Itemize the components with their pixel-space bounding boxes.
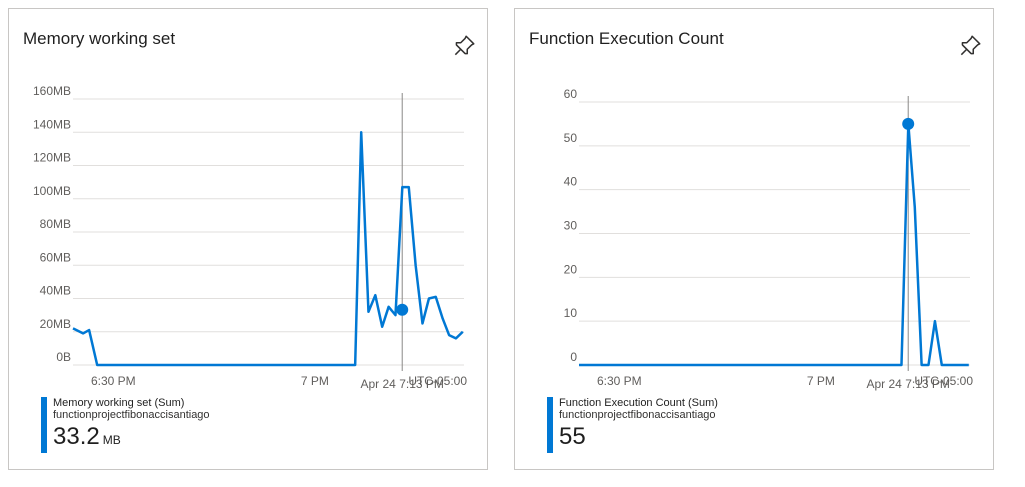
tile-title: Memory working set — [23, 29, 176, 48]
y-tick-label: 50 — [564, 131, 578, 145]
cursor-point — [902, 117, 915, 130]
pin-icon[interactable] — [957, 33, 983, 59]
legend: Memory working set (Sum) functionproject… — [41, 397, 210, 455]
legend-color-bar — [41, 397, 47, 453]
y-tick-label: 60MB — [40, 250, 71, 264]
legend-color-bar — [547, 397, 553, 453]
legend: Function Execution Count (Sum) functionp… — [547, 397, 718, 455]
y-tick-label: 0B — [56, 350, 71, 364]
function-execution-count-tile: Function Execution Count 0 10 20 30 40 50 60 6:… — [514, 8, 994, 470]
y-tick-label: 120MB — [33, 151, 71, 165]
y-tick-label: 20 — [564, 262, 578, 276]
pin-icon[interactable] — [451, 33, 477, 59]
legend-value: 33.2 — [53, 423, 100, 450]
y-tick-label: 60 — [564, 87, 578, 101]
x-tick-label: 7 PM — [807, 374, 835, 388]
series-line — [72, 131, 464, 367]
x-tick-label: 6:30 PM — [597, 374, 642, 388]
y-tick-label: 160MB — [33, 84, 71, 98]
y-tick-label: 10 — [564, 306, 578, 320]
x-tick-label: 6:30 PM — [91, 374, 136, 388]
legend-value: 55 — [559, 423, 586, 450]
series-line — [579, 122, 969, 367]
y-tick-label: 100MB — [33, 184, 71, 198]
legend-unit: MB — [102, 433, 121, 447]
tile-title: Function Execution Count — [529, 29, 724, 48]
legend-resource-name: functionprojectfibonaccisantiago — [559, 409, 716, 421]
timezone-label: UTC-05:00 — [914, 374, 973, 388]
execution-count-chart: 0 10 20 30 40 50 60 6:30 PM 7 PM Apr 24 7:13 PMUT… — [564, 87, 974, 391]
cursor-time-label: Apr 24 7:13 PM — [867, 377, 950, 391]
legend-series-name: Memory working set (Sum) — [53, 397, 185, 409]
y-tick-label: 30 — [564, 219, 578, 233]
cursor-point — [396, 303, 409, 316]
y-tick-label: 20MB — [40, 317, 71, 331]
timezone-label: UTC-05:00 — [408, 374, 467, 388]
legend-value-row: 33.2 MB — [53, 423, 210, 454]
legend-series-name: Function Execution Count (Sum) — [559, 397, 718, 409]
y-tick-label: 40MB — [40, 284, 71, 298]
legend-value-row: 55 — [559, 423, 718, 454]
y-tick-label: 40 — [564, 175, 578, 189]
y-tick-label: 140MB — [33, 117, 71, 131]
y-tick-label: 80MB — [40, 217, 71, 231]
y-tick-label: 0 — [570, 350, 577, 364]
memory-working-set-tile: Memory working set 0B 20MB 40MB 60MB 80MB 100… — [8, 8, 488, 470]
memory-chart: 0B 20MB 40MB 60MB 80MB 100MB 120MB 140MB 160MB 6:… — [33, 84, 467, 391]
cursor-time-label: Apr 24 7:13 PM — [361, 377, 444, 391]
legend-resource-name: functionprojectfibonaccisantiago — [53, 409, 210, 421]
x-tick-label: 7 PM — [301, 374, 329, 388]
